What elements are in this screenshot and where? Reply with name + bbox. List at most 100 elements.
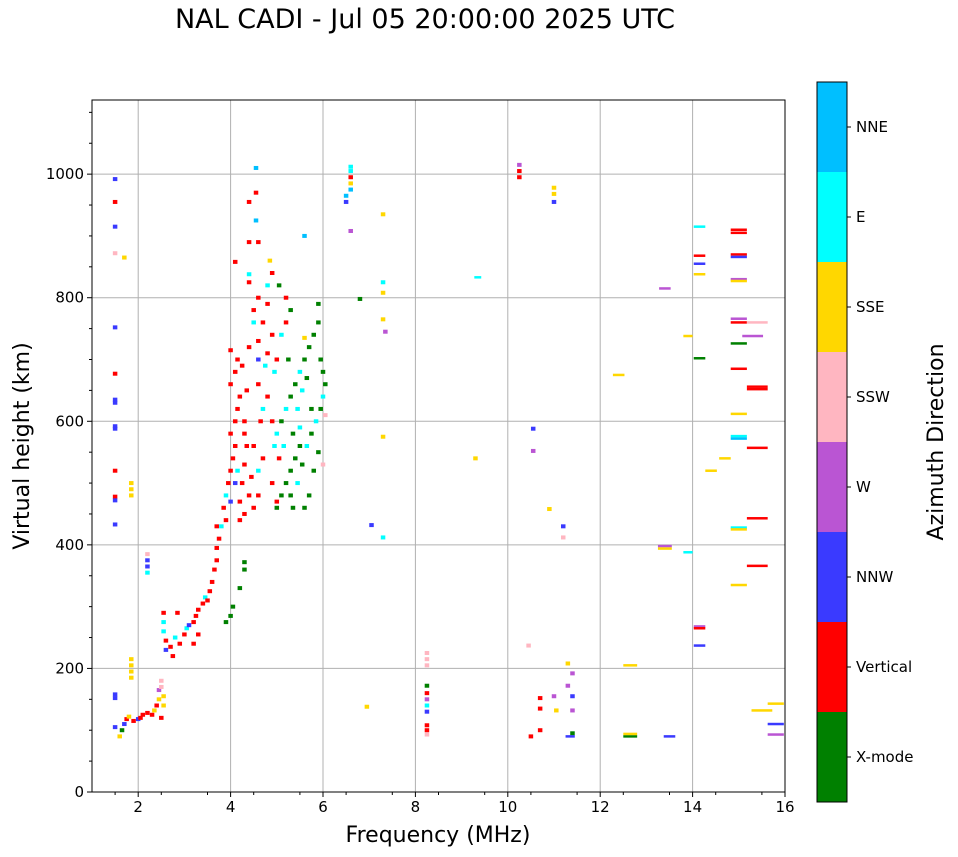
data-point-nnw xyxy=(343,199,349,204)
data-point-ssw xyxy=(159,678,164,683)
data-point-vertical xyxy=(216,536,222,541)
data-point-x-mode xyxy=(223,620,229,625)
data-point-x-mode xyxy=(290,431,296,436)
data-point-vertical xyxy=(246,280,252,285)
data-point-vertical xyxy=(228,468,233,473)
data-point-vertical xyxy=(424,691,430,696)
data-point-vertical xyxy=(274,499,280,504)
x-tick-label: 8 xyxy=(411,798,421,816)
data-point-e xyxy=(265,283,270,288)
data-point-vertical xyxy=(265,394,270,399)
data-point-nnw xyxy=(112,725,118,730)
data-point-vertical xyxy=(256,295,261,300)
data-point-e xyxy=(299,388,305,393)
data-point-ssw xyxy=(746,321,768,324)
data-point-vertical xyxy=(242,431,247,436)
data-point-nnw xyxy=(565,735,575,738)
data-point-e xyxy=(161,629,166,634)
data-point-ssw xyxy=(526,643,531,648)
data-point-ssw xyxy=(323,413,328,418)
data-point-e xyxy=(380,535,386,540)
data-point-vertical xyxy=(246,199,252,204)
data-point-ssw xyxy=(159,684,164,689)
data-point-vertical xyxy=(228,382,233,387)
data-point-vertical xyxy=(537,696,543,701)
data-point-w xyxy=(517,162,522,167)
data-point-e xyxy=(272,369,277,374)
data-point-nnw xyxy=(228,499,233,504)
data-point-nnw xyxy=(122,722,127,727)
data-point-vertical xyxy=(256,338,261,343)
data-point-nnw xyxy=(730,255,747,259)
data-point-sse xyxy=(364,704,370,709)
colorbar-segment xyxy=(817,82,847,172)
data-point-x-mode xyxy=(288,394,293,399)
data-point-x-mode xyxy=(228,613,233,618)
data-point-nnw xyxy=(551,199,557,204)
data-point-nne xyxy=(302,233,307,238)
data-point-vertical xyxy=(196,632,201,637)
data-point-vertical xyxy=(253,190,259,195)
data-point-x-mode xyxy=(357,296,363,301)
data-point-w xyxy=(424,697,430,702)
data-point-e xyxy=(145,570,150,575)
x-tick-label: 6 xyxy=(318,798,328,816)
data-point-sse xyxy=(547,507,552,512)
data-point-sse xyxy=(129,481,134,486)
data-point-vertical xyxy=(517,169,522,174)
data-point-e xyxy=(295,406,300,411)
data-point-vertical xyxy=(276,456,282,461)
data-point-vertical xyxy=(244,444,250,448)
data-point-e xyxy=(474,276,482,279)
colorbar-tick-label: NNE xyxy=(856,118,888,136)
data-point-sse xyxy=(380,317,386,322)
x-tick-label: 14 xyxy=(683,798,702,816)
data-point-sse xyxy=(767,702,784,705)
data-point-vertical xyxy=(237,499,243,504)
colorbar-segment xyxy=(817,262,847,352)
data-point-sse xyxy=(348,181,353,186)
data-point-x-mode xyxy=(570,731,575,736)
data-point-nnw xyxy=(369,523,374,528)
data-point-vertical xyxy=(239,481,245,486)
data-point-vertical xyxy=(154,703,159,708)
data-point-x-mode xyxy=(302,505,307,510)
data-point-vertical xyxy=(260,320,266,325)
colorbar-tick-label: X-mode xyxy=(856,748,913,766)
data-point-vertical xyxy=(228,348,233,353)
data-point-vertical xyxy=(228,431,233,436)
data-point-e xyxy=(263,363,268,368)
data-point-x-mode xyxy=(297,444,303,448)
data-point-x-mode xyxy=(424,683,430,688)
data-point-nnw xyxy=(767,722,784,726)
data-point-vertical xyxy=(746,564,768,568)
x-tick-label: 4 xyxy=(226,798,236,816)
data-point-x-mode xyxy=(318,357,323,362)
data-point-e xyxy=(219,524,224,529)
data-point-nnw xyxy=(186,623,192,628)
data-point-vertical xyxy=(235,357,240,362)
data-point-e xyxy=(279,332,284,337)
data-point-vertical xyxy=(239,363,245,368)
data-point-sse xyxy=(302,335,307,340)
data-point-e xyxy=(283,406,289,411)
data-point-nnw xyxy=(112,426,118,431)
data-point-e xyxy=(161,620,166,625)
data-point-ssw xyxy=(112,251,118,256)
data-point-vertical xyxy=(214,558,219,563)
data-point-vertical xyxy=(283,320,289,325)
data-point-sse xyxy=(683,334,693,338)
data-point-sse xyxy=(623,732,638,736)
colorbar-tick-label: W xyxy=(856,478,871,496)
data-point-nnw xyxy=(112,692,118,697)
data-point-ssw xyxy=(145,552,150,557)
data-point-w xyxy=(348,228,353,233)
data-point-vertical xyxy=(265,301,270,306)
data-point-vertical xyxy=(746,446,768,450)
data-point-e xyxy=(184,626,189,631)
data-point-sse xyxy=(719,457,731,460)
data-point-vertical xyxy=(112,468,118,473)
y-tick-label: 400 xyxy=(55,536,84,554)
data-point-sse xyxy=(730,583,747,587)
data-point-vertical xyxy=(244,388,250,393)
